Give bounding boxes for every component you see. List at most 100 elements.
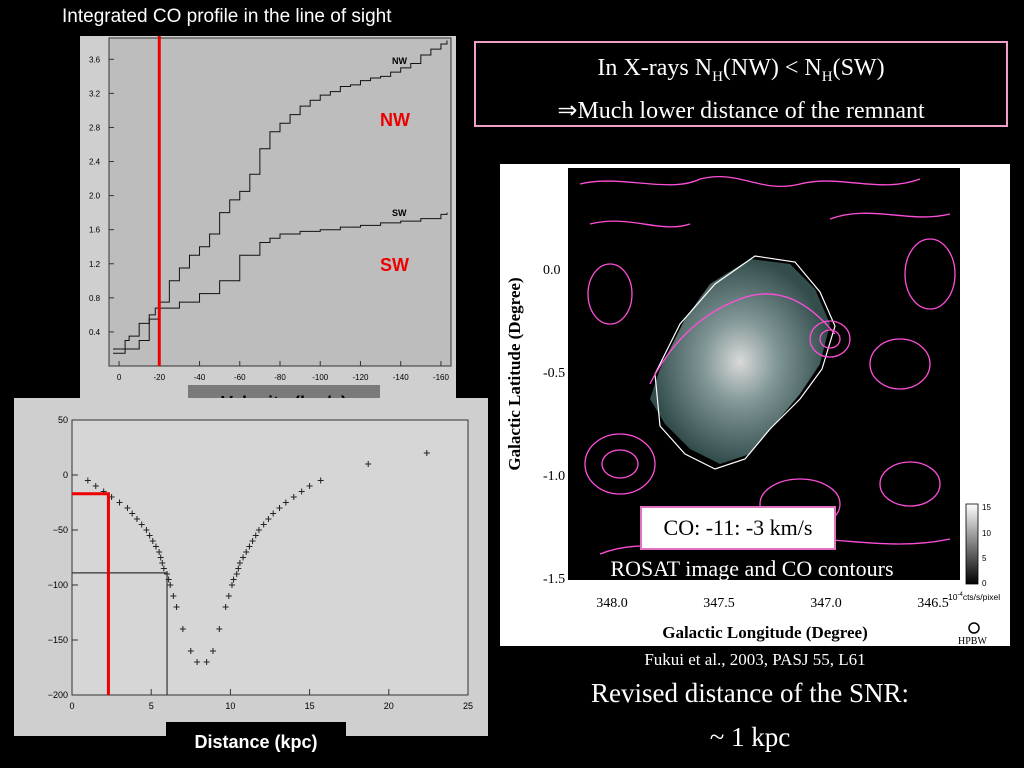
distance-point [306, 483, 313, 489]
distance-point [243, 549, 250, 555]
map-xtick-1: 347.5 [703, 596, 735, 611]
distance-point [187, 648, 194, 654]
map-xtick-0: 348.0 [596, 596, 628, 611]
map-ytick-3: -1.5 [543, 572, 565, 587]
co-small-nw-label: NW [392, 56, 407, 66]
d-ytick-label: −150 [48, 635, 68, 645]
distance-plot-area [71, 419, 469, 696]
map-xtick-2: 347.0 [810, 596, 842, 611]
distance-point [143, 527, 150, 533]
co-velocity-range-box: CO: -11: -3 km/s [640, 506, 836, 550]
distance-point [270, 510, 277, 517]
co-xtick-label: -20 [154, 373, 166, 382]
distance-marker [72, 492, 110, 695]
co-plot-area [108, 37, 452, 367]
co-xtick-label: 0 [117, 373, 122, 382]
map-ylabel: Galactic Latitude (Degree) [505, 277, 524, 470]
distance-point [209, 648, 216, 654]
d-xtick-label: 0 [69, 701, 74, 711]
co-profile-panel: 0.4 0.8 1.2 1.6 2.0 2.4 2.8 3.2 3.6 0 -20 -40 -60 -8… [80, 26, 456, 398]
distance-point [194, 659, 201, 665]
map-ytick-2: -1.0 [543, 469, 565, 484]
co-series-sw [113, 212, 448, 354]
co-ytick-label: 0.8 [89, 294, 101, 303]
distance-point [290, 494, 297, 500]
conclusion-line2: ~ 1 kpc [709, 722, 791, 752]
distance-plot-panel: 50 0 −50 −100 −150 −200 0 5 10 15 20 25 [14, 398, 488, 736]
co-xtick-label: -120 [352, 373, 369, 382]
co-ytick-label: 1.2 [89, 260, 101, 269]
distance-point [225, 593, 232, 599]
co-nw-label: NW [380, 110, 410, 130]
d-ytick-label: 50 [58, 415, 68, 425]
co-xtick-label: -60 [234, 373, 246, 382]
co-small-sw-label: SW [392, 208, 407, 218]
distance-point [365, 461, 372, 467]
distance-point [138, 521, 145, 528]
distance-point [230, 576, 237, 583]
reference-distance-line [72, 572, 168, 695]
distance-point [146, 532, 153, 539]
co-ytick-label: 1.6 [89, 226, 101, 235]
distance-point [282, 499, 289, 506]
d-ytick-label: −50 [53, 525, 68, 535]
map-ytick-1: -0.5 [543, 366, 565, 381]
xray-contour [654, 255, 836, 470]
d-xtick-label: 15 [305, 701, 315, 711]
distance-point [179, 626, 186, 632]
co-ytick-label: 0.4 [89, 328, 101, 337]
distance-point [133, 516, 140, 522]
distance-point [173, 604, 180, 610]
distance-point [159, 560, 166, 566]
distance-point [92, 483, 99, 489]
xray-note-line2: ⇒Much lower distance of the remnant [557, 97, 925, 124]
xray-note-box: In X-rays NH(NW) < NH(SW) ⇒Much lower di… [474, 41, 1008, 127]
conclusion-line1: Revised distance of the SNR: [591, 678, 909, 708]
distance-point [203, 659, 210, 665]
distance-point [157, 554, 164, 561]
co-ytick-label: 2.4 [89, 158, 101, 167]
co-ytick-label: 3.2 [89, 89, 101, 98]
co-xtick-label: -160 [433, 373, 450, 382]
distance-chart: 50 0 −50 −100 −150 −200 0 5 10 15 20 25 [48, 415, 473, 711]
map-xtick-3: 346.5 [917, 596, 949, 611]
distance-point [116, 499, 123, 506]
co-ytick-label: 2.8 [89, 123, 101, 132]
colorbar-unit: 10-4cts/s/pixel [948, 592, 1000, 602]
distance-point [260, 521, 267, 528]
citation: Fukui et al., 2003, PASJ 55, L61 [644, 650, 866, 669]
d-xtick-label: 10 [225, 701, 235, 711]
distance-point [152, 543, 159, 550]
co-xtick-label: -100 [312, 373, 329, 382]
d-xtick-label: 25 [463, 701, 473, 711]
d-xtick-label: 5 [149, 701, 154, 711]
distance-point [265, 516, 272, 522]
co-xtick-label: -140 [393, 373, 410, 382]
co-xtick-label: -80 [274, 373, 286, 382]
distance-point [233, 571, 240, 577]
co-profile-title: Integrated CO profile in the line of sig… [62, 6, 392, 27]
distance-point [317, 477, 324, 484]
beam-icon [968, 622, 980, 634]
distance-point [423, 450, 430, 456]
co-xtick-label: -40 [194, 373, 206, 382]
distance-point [228, 582, 235, 588]
distance-point [246, 543, 253, 550]
distance-point [236, 560, 243, 566]
map-ytick-0: 0.0 [543, 263, 561, 278]
co-ytick-label: 2.0 [89, 192, 101, 201]
distance-point [298, 488, 305, 495]
xray-emission [650, 259, 830, 464]
co-ytick-label: 3.6 [89, 55, 101, 64]
d-xtick-label: 20 [384, 701, 394, 711]
d-ytick-label: −100 [48, 580, 68, 590]
distance-point [124, 505, 131, 511]
xray-note-line1: In X-rays NH(NW) < NH(SW) [597, 55, 885, 85]
colorbar-tick-10: 10 [982, 529, 991, 538]
map-xlabel: Galactic Longitude (Degree) [662, 623, 868, 642]
distance-point [222, 604, 229, 610]
distance-point [160, 565, 167, 572]
distance-axis-label: Distance (kpc) [166, 722, 346, 762]
distance-point [170, 593, 177, 599]
colorbar-tick-0: 0 [982, 579, 987, 588]
